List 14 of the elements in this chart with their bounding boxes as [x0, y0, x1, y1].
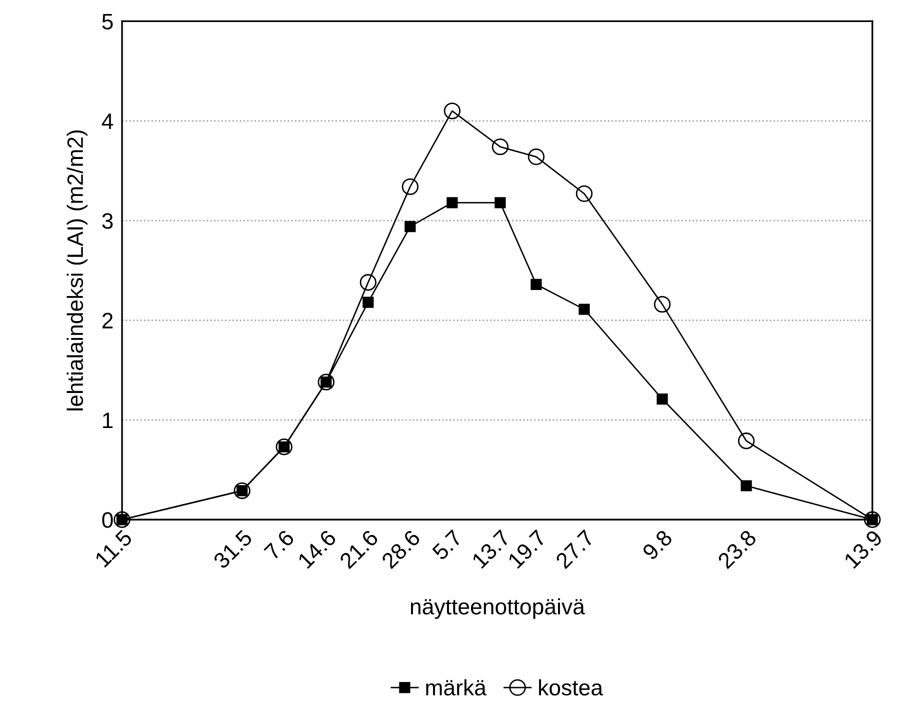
legend-label: märkä	[426, 679, 486, 696]
x-tick-label: 7.6	[263, 529, 295, 561]
x-tick-label: 5.7	[432, 529, 463, 561]
y-tick-label: 1	[103, 412, 113, 428]
x-axis-title: näytteenottopäivä	[410, 598, 585, 619]
x-tick-label: 11.5	[94, 529, 133, 568]
y-axis-title: lehtialaindeksi (LAI) (m2/m2)	[66, 130, 88, 410]
y-tick-label: 3	[102, 213, 113, 229]
legend-label: kostea	[539, 679, 604, 696]
y-tick-label: 4	[102, 114, 114, 129]
y-tick-label: 5	[102, 14, 113, 30]
y-tick-label: 2	[102, 312, 113, 328]
y-tick-label: 0	[102, 512, 113, 528]
x-tick-label: 9.8	[642, 529, 674, 561]
